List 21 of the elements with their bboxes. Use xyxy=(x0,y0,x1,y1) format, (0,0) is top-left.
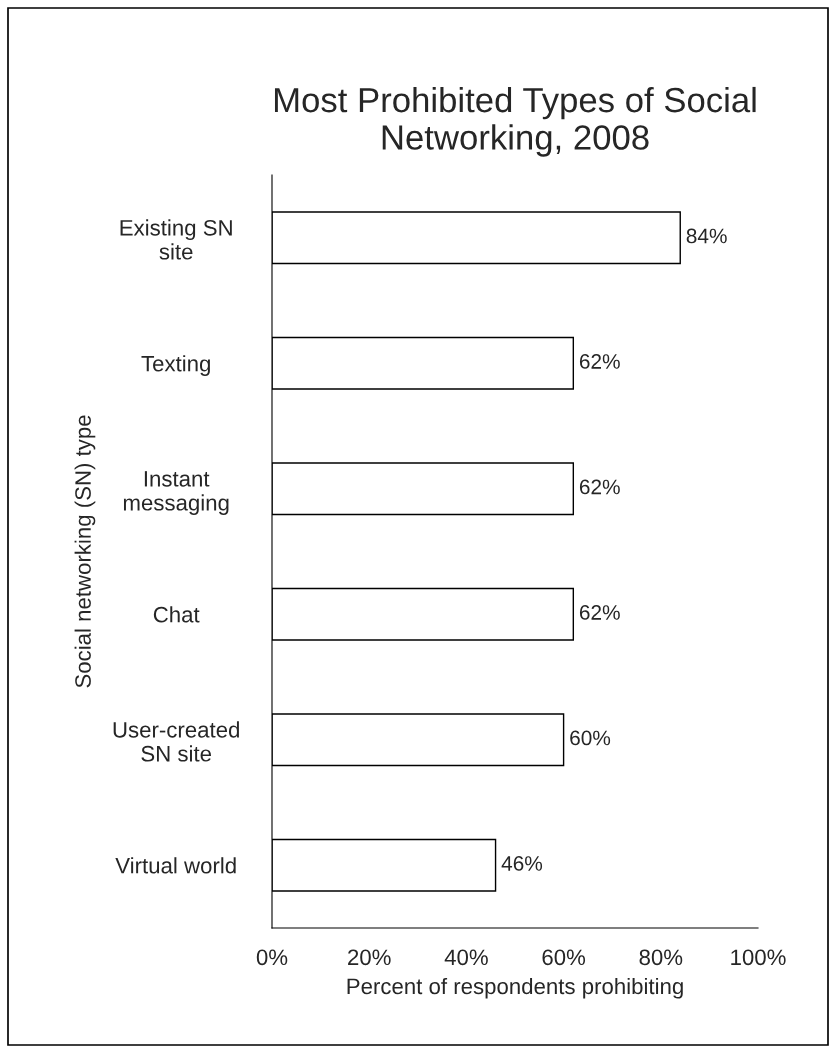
x-tick-label: 60% xyxy=(542,949,586,966)
data-label: 46% xyxy=(501,856,543,871)
x-axis-title: Percent of respondents prohibiting xyxy=(347,977,683,999)
y-axis-title: Social networking (SN) type xyxy=(74,415,96,688)
y-tick-label: Texting xyxy=(141,355,210,376)
data-label: 84% xyxy=(686,228,727,244)
chart-title: Most Prohibited Types of Social Networking, 2008 xyxy=(274,86,756,157)
y-tick-label: Chat xyxy=(153,606,200,623)
y-tick-label: Virtual world xyxy=(115,857,236,874)
x-tick-label: 0% xyxy=(256,949,288,966)
x-tick-label: 20% xyxy=(348,949,391,966)
data-label: 60% xyxy=(570,730,611,746)
y-tick-label: User-created SN site xyxy=(113,721,239,762)
y-tick-label: Existing SN site xyxy=(120,219,232,260)
y-tick-label: Instant messaging xyxy=(123,471,229,515)
data-label: 62% xyxy=(579,605,620,620)
x-tick-label: 80% xyxy=(639,949,683,966)
data-label: 62% xyxy=(579,354,620,369)
data-label: 62% xyxy=(579,479,620,495)
x-tick-label: 100% xyxy=(731,949,786,966)
x-tick-label: 40% xyxy=(444,949,488,966)
